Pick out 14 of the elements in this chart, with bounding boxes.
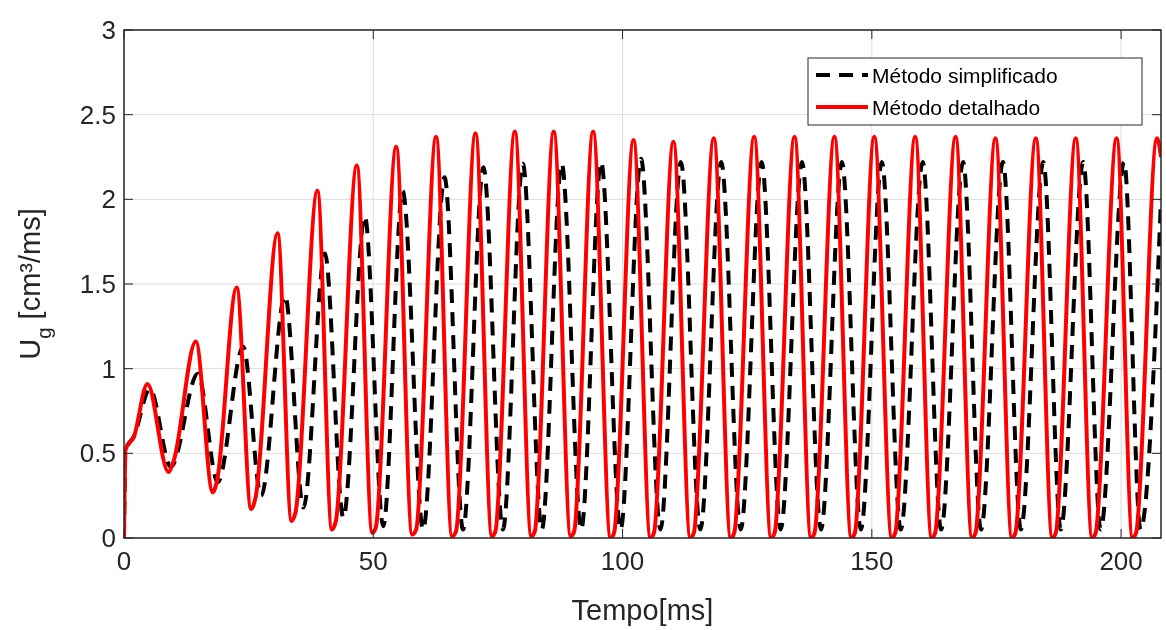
y-tick-label: 0 xyxy=(101,523,116,553)
y-tick-label: 3 xyxy=(101,15,116,45)
y-tick-label: 2.5 xyxy=(79,99,116,130)
x-tick-label: 100 xyxy=(600,546,645,576)
x-axis-title: Tempo[ms] xyxy=(571,594,714,626)
x-tick-label: 200 xyxy=(1099,546,1143,576)
y-tick-label: 2 xyxy=(101,184,116,215)
legend-label: Método detalhado xyxy=(872,96,1041,119)
y-tick-label: 1.5 xyxy=(79,269,116,299)
y-tick-label: 1 xyxy=(101,353,116,384)
x-tick-label: 50 xyxy=(358,546,388,576)
y-tick-label: 0.5 xyxy=(79,438,116,469)
legend-label: Método simplificado xyxy=(872,64,1058,87)
x-tick-label: 150 xyxy=(850,546,894,576)
